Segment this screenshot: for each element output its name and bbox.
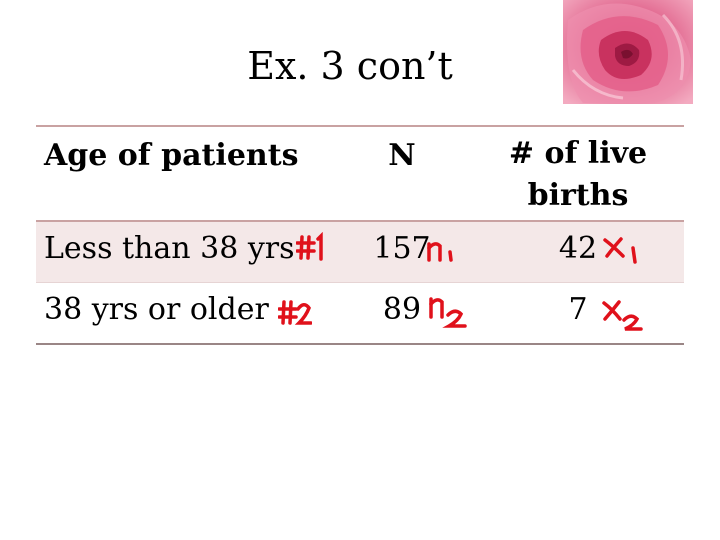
table-row: 38 yrs or older 89 7 [36, 282, 684, 345]
table-header-row: Age of patients N # of live births [36, 125, 684, 220]
rose-image [563, 0, 693, 104]
handwritten-group2-note [278, 300, 312, 325]
table-row: Less than 38 yrs 157 42 [36, 220, 684, 282]
row2-age: 38 yrs or older [44, 292, 269, 327]
row2-n: 89 [382, 292, 422, 327]
header-births-line1: # of live [508, 136, 648, 171]
handwritten-group1-note [296, 232, 323, 261]
row1-n: 157 [373, 231, 431, 266]
slide-title: Ex. 3 con’t [247, 44, 453, 88]
row1-births: 42 [558, 231, 598, 266]
handwritten-n2-note [429, 297, 467, 328]
data-table: Age of patients N # of live births Less … [36, 125, 684, 345]
row2-births: 7 [568, 292, 588, 327]
handwritten-x1-note [603, 237, 637, 264]
header-n: N [388, 138, 416, 173]
header-age: Age of patients [44, 138, 299, 173]
row1-age: Less than 38 yrs [44, 231, 295, 266]
header-births-line2: births [527, 178, 629, 213]
handwritten-n1-note [427, 242, 453, 262]
handwritten-x2-note [602, 300, 643, 331]
